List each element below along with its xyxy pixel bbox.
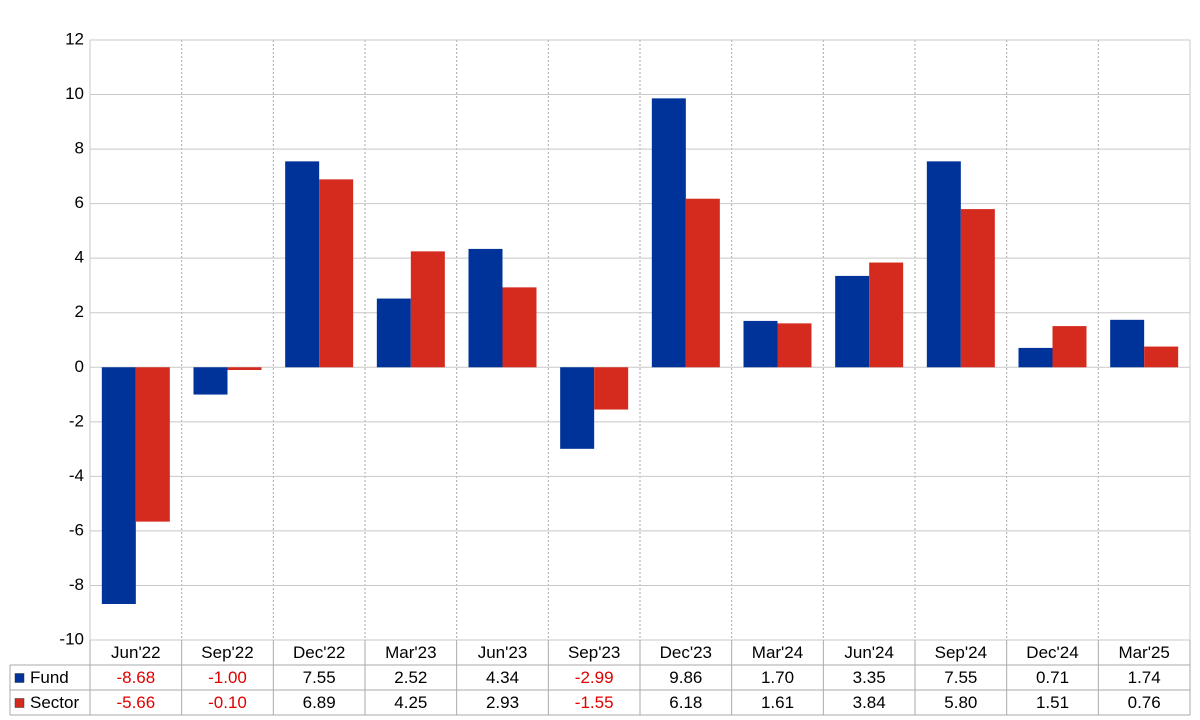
legend-label: Sector <box>30 693 79 712</box>
y-tick-label: -6 <box>69 520 84 539</box>
bar <box>285 161 320 368</box>
data-label: 3.84 <box>853 693 886 712</box>
data-label: 4.34 <box>486 668 519 687</box>
bar <box>502 287 537 368</box>
x-tick-label: Dec'24 <box>1026 643 1078 662</box>
x-tick-label: Jun'24 <box>844 643 894 662</box>
data-label: 2.93 <box>486 693 519 712</box>
bar <box>1018 347 1053 368</box>
data-label: -5.66 <box>116 693 155 712</box>
legend-swatch <box>14 673 25 683</box>
data-label: 1.70 <box>761 668 794 687</box>
y-tick-label: 4 <box>75 248 84 267</box>
bar <box>869 262 904 368</box>
bar <box>376 298 411 368</box>
bar <box>1052 326 1087 368</box>
data-label: -0.10 <box>208 693 247 712</box>
x-tick-label: Mar'25 <box>1118 643 1169 662</box>
bar <box>1144 346 1179 368</box>
bar <box>835 275 870 368</box>
data-label: -8.68 <box>116 668 155 687</box>
bar <box>926 161 961 368</box>
legend-swatch <box>14 698 25 708</box>
data-label: 9.86 <box>669 668 702 687</box>
data-label: 2.52 <box>394 668 427 687</box>
bar <box>685 198 720 368</box>
x-tick-label: Sep'22 <box>201 643 253 662</box>
y-tick-label: 0 <box>75 357 84 376</box>
data-label: 0.71 <box>1036 668 1069 687</box>
data-label: 4.25 <box>394 693 427 712</box>
bar <box>135 367 170 522</box>
x-tick-label: Dec'22 <box>293 643 345 662</box>
data-label: 1.61 <box>761 693 794 712</box>
x-tick-label: Mar'24 <box>752 643 803 662</box>
x-tick-label: Mar'23 <box>385 643 436 662</box>
x-tick-label: Sep'23 <box>568 643 620 662</box>
data-label: 6.18 <box>669 693 702 712</box>
x-tick-label: Jun'23 <box>478 643 528 662</box>
legend-label: Fund <box>30 668 69 687</box>
y-tick-label: -2 <box>69 411 84 430</box>
y-tick-label: 6 <box>75 193 84 212</box>
bar <box>193 367 228 395</box>
data-label: 7.55 <box>944 668 977 687</box>
y-tick-label: 10 <box>65 84 84 103</box>
y-tick-label: -8 <box>69 575 84 594</box>
data-label: -1.55 <box>575 693 614 712</box>
data-label: 6.89 <box>303 693 336 712</box>
bar <box>410 251 445 368</box>
x-tick-label: Sep'24 <box>935 643 987 662</box>
data-label: 0.76 <box>1128 693 1161 712</box>
y-tick-label: -10 <box>59 629 84 648</box>
data-label: 3.35 <box>853 668 886 687</box>
data-label: -1.00 <box>208 668 247 687</box>
data-label: 1.74 <box>1128 668 1161 687</box>
bar <box>560 367 595 449</box>
y-tick-label: 2 <box>75 302 84 321</box>
x-tick-label: Dec'23 <box>660 643 712 662</box>
data-label: 7.55 <box>303 668 336 687</box>
data-label: 5.80 <box>944 693 977 712</box>
bar <box>101 367 136 604</box>
bar <box>960 209 995 368</box>
data-label: -2.99 <box>575 668 614 687</box>
y-tick-label: 8 <box>75 139 84 158</box>
bar <box>594 367 629 410</box>
bar <box>1110 319 1145 368</box>
data-label: 1.51 <box>1036 693 1069 712</box>
bar <box>651 98 686 368</box>
y-tick-label: 12 <box>65 29 84 48</box>
bar <box>319 179 354 368</box>
bar <box>777 323 812 368</box>
x-tick-label: Jun'22 <box>111 643 161 662</box>
y-tick-label: -4 <box>69 466 84 485</box>
bar <box>468 248 503 368</box>
bar <box>743 320 778 368</box>
bar <box>227 367 262 370</box>
